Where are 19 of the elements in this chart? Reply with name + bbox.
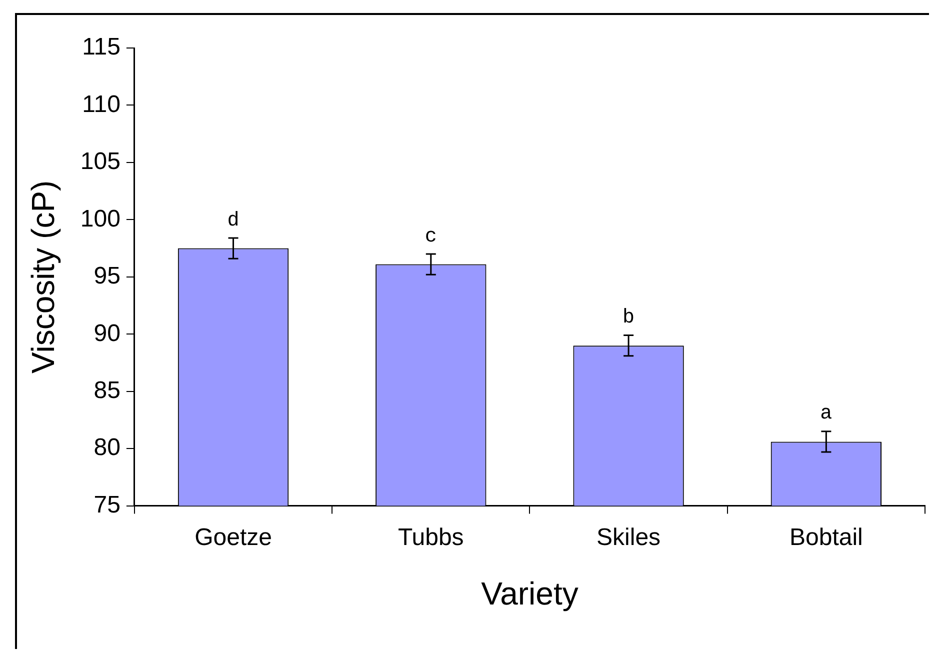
y-tick-label: 85 [94, 376, 120, 404]
annotation: b [622, 306, 635, 330]
annotation: c [424, 225, 437, 248]
y-axis-title: Viscosity (cP) [25, 180, 62, 374]
annotation: a [820, 402, 832, 426]
x-tick-label: Skiles [596, 524, 661, 551]
y-tick-label: 110 [82, 90, 120, 118]
x-axis-title: Variety [481, 576, 578, 612]
y-tick-label: 105 [80, 148, 120, 176]
annotation: d [227, 209, 240, 232]
x-tick-label: Tubbs [398, 524, 464, 551]
y-tick-label: 100 [80, 205, 120, 232]
x-tick-label: Bobtail [789, 524, 863, 551]
y-tick-label: 95 [94, 262, 120, 290]
y-tick-label: 80 [94, 434, 120, 462]
x-tick-label: Goetze [194, 524, 272, 551]
y-tick-label: 75 [94, 491, 120, 518]
y-tick-label: 115 [82, 34, 120, 61]
y-tick-label: 90 [94, 320, 120, 347]
